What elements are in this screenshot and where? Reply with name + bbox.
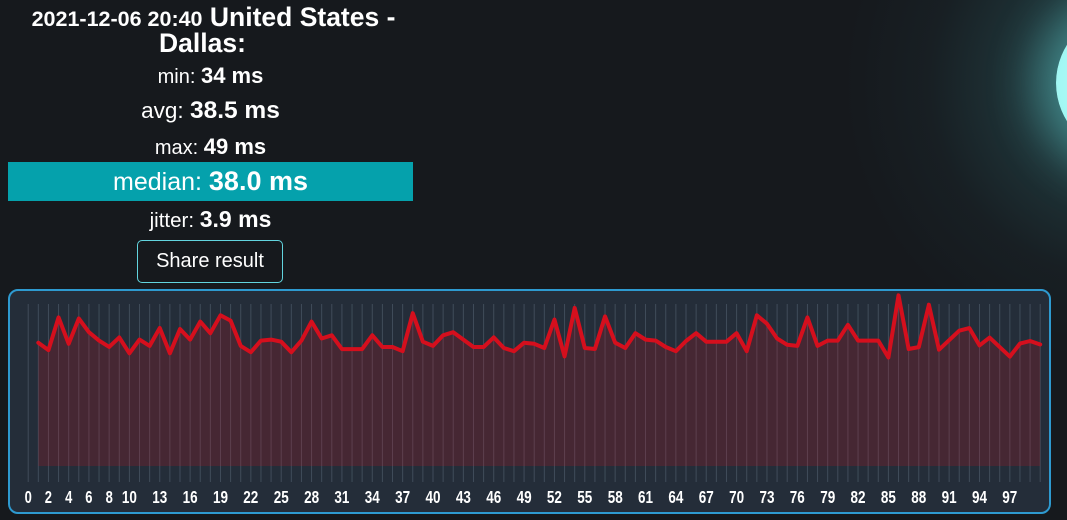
svg-text:4: 4 [65,487,72,507]
svg-text:67: 67 [699,487,714,507]
svg-text:19: 19 [213,487,228,507]
svg-text:73: 73 [760,487,775,507]
svg-text:37: 37 [395,487,410,507]
svg-text:82: 82 [851,487,866,507]
svg-text:58: 58 [608,487,623,507]
svg-text:97: 97 [1002,487,1017,507]
svg-text:28: 28 [304,487,319,507]
svg-text:52: 52 [547,487,562,507]
svg-text:88: 88 [911,487,926,507]
svg-text:46: 46 [486,487,501,507]
svg-text:79: 79 [820,487,835,507]
svg-text:94: 94 [972,487,987,507]
svg-text:22: 22 [243,487,258,507]
svg-text:70: 70 [729,487,744,507]
svg-text:8: 8 [106,487,113,507]
svg-text:40: 40 [426,487,441,507]
svg-text:34: 34 [365,487,380,507]
svg-text:49: 49 [517,487,532,507]
svg-text:55: 55 [577,487,592,507]
svg-text:6: 6 [85,487,92,507]
svg-text:25: 25 [274,487,289,507]
svg-text:0: 0 [25,487,32,507]
svg-text:10: 10 [122,487,137,507]
svg-text:61: 61 [638,487,653,507]
svg-text:85: 85 [881,487,896,507]
svg-text:43: 43 [456,487,471,507]
svg-text:64: 64 [668,487,683,507]
svg-text:2: 2 [45,487,52,507]
svg-text:13: 13 [152,487,167,507]
svg-text:91: 91 [942,487,957,507]
svg-text:16: 16 [183,487,198,507]
svg-text:31: 31 [334,487,349,507]
svg-text:76: 76 [790,487,805,507]
